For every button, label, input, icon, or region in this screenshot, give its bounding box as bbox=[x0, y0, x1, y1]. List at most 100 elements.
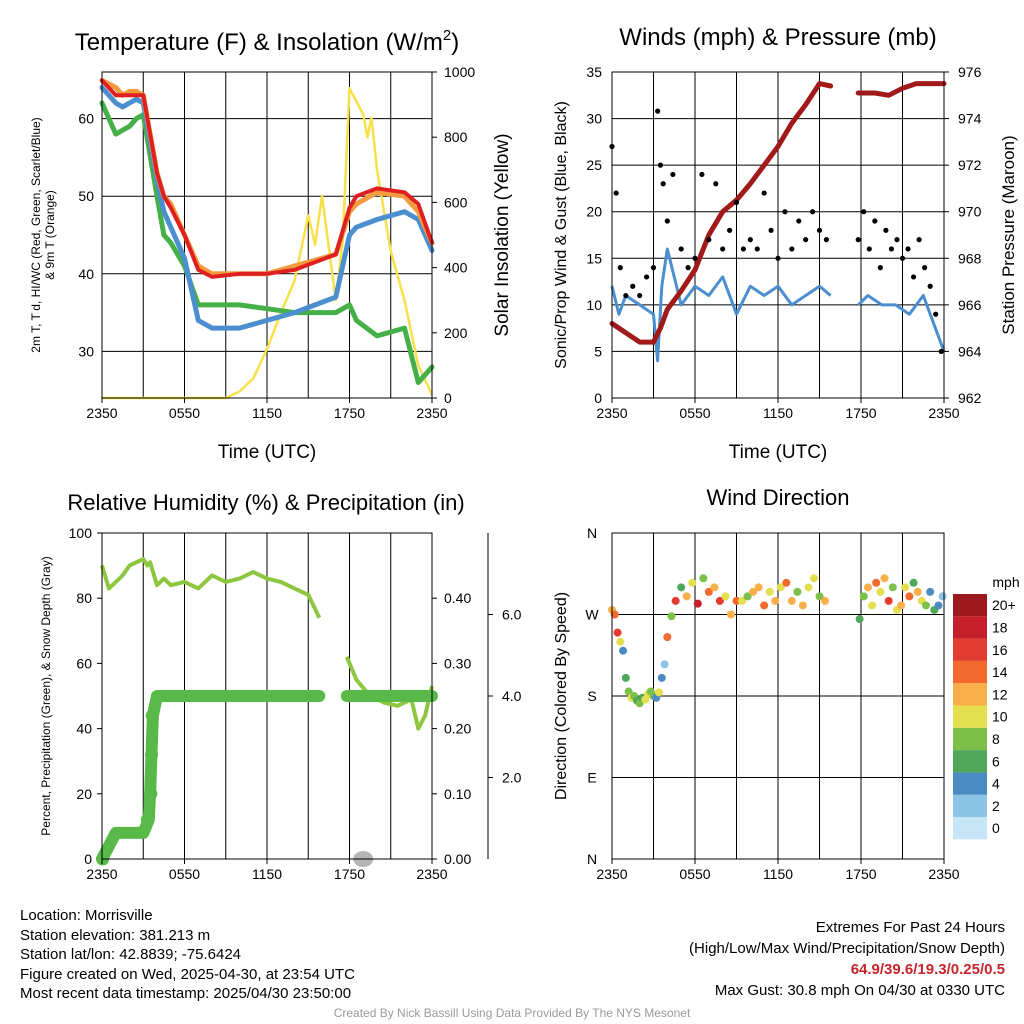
temperature-y-label-line1: 2m T, T d, HI/WC (Red, Green, Scarlet/Bl… bbox=[29, 117, 43, 352]
wind-direction-chart-title: Wind Direction bbox=[706, 485, 849, 510]
gust-point bbox=[630, 283, 636, 289]
gust-point bbox=[910, 274, 917, 280]
pressure-y-tick-label: 974 bbox=[958, 111, 982, 127]
wind-direction-point bbox=[863, 583, 872, 592]
wind-direction-point bbox=[660, 660, 669, 669]
wind-direction-point bbox=[610, 610, 619, 619]
legend-swatch bbox=[953, 705, 987, 728]
max-gust-text: Max Gust: 30.8 mph On 04/30 at 0330 UTC bbox=[714, 982, 1005, 999]
wind-direction-x-tick-label: 2350 bbox=[928, 866, 959, 882]
pressure-line bbox=[609, 81, 947, 345]
insolation-y-tick-label: 400 bbox=[444, 260, 468, 276]
legend-label: 8 bbox=[992, 731, 1000, 747]
humidity-chart: Relative Humidity (%) & Precipitation (i… bbox=[39, 490, 522, 882]
wind-direction-point bbox=[613, 628, 622, 637]
legend-label: 18 bbox=[992, 619, 1008, 635]
wind-direction-point bbox=[804, 583, 813, 592]
gust-point bbox=[877, 265, 883, 271]
location-text: Location: Morrisville bbox=[20, 907, 153, 924]
winds-y-tick-label: 10 bbox=[586, 297, 602, 313]
wind-direction-point bbox=[905, 592, 914, 601]
precip-y-tick-label: 0.40 bbox=[444, 590, 471, 606]
humidity-y-tick-label: 100 bbox=[69, 525, 93, 541]
wind-direction-point bbox=[897, 601, 906, 610]
temperature-y-tick-label: 50 bbox=[78, 188, 94, 204]
snow-y-tick-label: 4.0 bbox=[502, 688, 522, 704]
wind-direction-point bbox=[934, 601, 943, 610]
wind-direction-point bbox=[682, 592, 691, 601]
precip-y-tick-label: 0.30 bbox=[444, 655, 471, 671]
wind-direction-point bbox=[738, 596, 747, 605]
legend-label: 4 bbox=[992, 776, 1000, 792]
wind-direction-point bbox=[776, 583, 785, 592]
gust-point bbox=[637, 292, 643, 299]
wind-direction-point bbox=[749, 587, 758, 596]
wind-direction-x-tick-label: 1150 bbox=[763, 866, 793, 882]
humidity-y-label: Percent, Precipitation (Green), & Snow D… bbox=[39, 556, 53, 835]
legend-label: 10 bbox=[992, 709, 1008, 725]
legend-label: 2 bbox=[992, 798, 1000, 814]
precip-point bbox=[144, 787, 158, 801]
winds-chart: Winds (mph) & Pressure (mb) Time (UTC) S… bbox=[553, 24, 1018, 463]
gust-point bbox=[657, 162, 664, 168]
pressure-y-tick-label: 964 bbox=[958, 343, 982, 359]
gust-point bbox=[643, 274, 650, 280]
temperature-series-hiwc bbox=[99, 85, 435, 331]
gust-point bbox=[670, 171, 676, 178]
wind-direction-point bbox=[793, 587, 802, 596]
wind-direction-chart: Wind Direction Direction (Colored By Spe… bbox=[553, 485, 1020, 882]
temperature-chart-title: Temperature (F) & Insolation (W/m2) bbox=[75, 27, 459, 56]
pressure-y-tick-label: 962 bbox=[958, 390, 982, 406]
wind-direction-point bbox=[922, 601, 931, 610]
gust-point bbox=[623, 292, 629, 299]
wind-direction-point bbox=[616, 637, 625, 646]
wind-direction-point bbox=[859, 592, 868, 601]
wind-direction-point bbox=[809, 574, 818, 583]
legend-label: 12 bbox=[992, 686, 1008, 702]
pressure-y-tick-label: 966 bbox=[958, 297, 982, 313]
wind-direction-y-tick-label: S bbox=[587, 688, 596, 704]
wind-direction-point bbox=[667, 612, 676, 621]
credit-text: Created By Nick Bassill Using Data Provi… bbox=[333, 1006, 691, 1020]
wind-direction-point bbox=[621, 673, 630, 682]
humidity-x-tick-label: 2350 bbox=[86, 866, 117, 882]
temperature-x-tick-label: 1750 bbox=[334, 405, 365, 421]
wind-speed-line bbox=[610, 247, 946, 363]
elevation-text: Station elevation: 381.213 m bbox=[20, 926, 211, 944]
temperature-series-t9m bbox=[99, 78, 435, 277]
wind-direction-point bbox=[710, 583, 719, 592]
gust-point bbox=[933, 311, 939, 317]
winds-x-tick-label: 1750 bbox=[845, 405, 876, 421]
precip-point bbox=[145, 709, 159, 723]
gust-point bbox=[761, 190, 767, 196]
legend-swatch bbox=[953, 817, 987, 840]
gust-point bbox=[927, 283, 933, 289]
gust-point bbox=[699, 171, 705, 178]
pressure-y-tick-label: 970 bbox=[958, 204, 982, 220]
wind-direction-y-tick-label: N bbox=[587, 851, 597, 867]
precip-point bbox=[145, 748, 158, 762]
temperature-chart: Temperature (F) & Insolation (W/m2) Time… bbox=[29, 27, 513, 463]
gust-point bbox=[713, 181, 719, 187]
winds-x-tick-label: 0550 bbox=[679, 405, 710, 421]
wind-direction-point bbox=[655, 688, 664, 697]
wind-direction-point bbox=[868, 601, 877, 610]
insolation-y-tick-label: 800 bbox=[444, 129, 468, 145]
humidity-x-tick-label: 2350 bbox=[416, 866, 447, 882]
gust-point bbox=[655, 108, 661, 114]
gust-point bbox=[872, 218, 878, 224]
temperature-x-tick-label: 1150 bbox=[252, 405, 282, 421]
snow-y-tick-label: 6.0 bbox=[502, 607, 522, 623]
gust-point bbox=[905, 246, 911, 252]
wind-direction-point bbox=[704, 587, 713, 596]
gust-point bbox=[613, 190, 619, 196]
wind-direction-x-tick-label: 1750 bbox=[845, 866, 876, 882]
wind-direction-point bbox=[938, 592, 947, 601]
legend-swatch bbox=[953, 750, 987, 773]
temperature-x-tick-label: 2350 bbox=[416, 405, 447, 421]
humidity-y-tick-label: 40 bbox=[76, 721, 92, 737]
precip-point bbox=[140, 813, 154, 827]
winds-x-tick-label: 2350 bbox=[928, 405, 959, 421]
wind-direction-point bbox=[821, 596, 830, 605]
gust-point bbox=[720, 246, 726, 252]
